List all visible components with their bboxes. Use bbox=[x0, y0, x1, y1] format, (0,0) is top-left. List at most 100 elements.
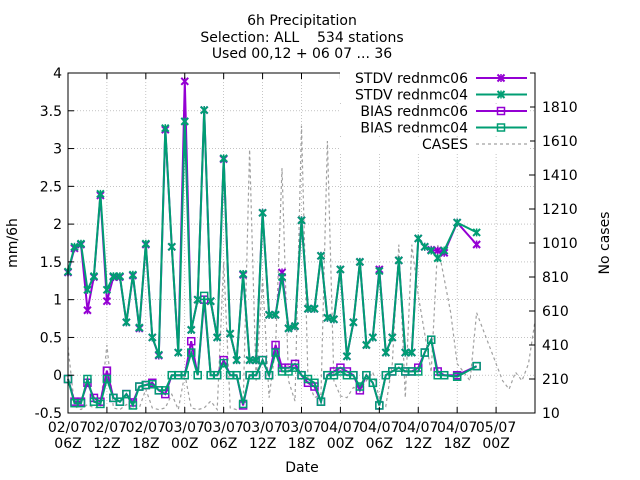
data-point-square bbox=[420, 348, 429, 357]
title-line-1: 6h Precipitation bbox=[247, 13, 357, 29]
data-point-square bbox=[186, 336, 196, 346]
x-axis-label: Date bbox=[285, 460, 318, 476]
x-tick-label: 03/07 bbox=[203, 420, 243, 436]
x-tick-label: 04/07 bbox=[359, 420, 399, 436]
data-point-square bbox=[368, 378, 378, 388]
y2-tick-label: 810 bbox=[542, 270, 569, 286]
x-tick-label: 03/07 bbox=[165, 420, 205, 436]
data-point-square bbox=[76, 398, 86, 408]
x-tick-label: 00Z bbox=[482, 436, 509, 452]
x-tick-label: 02/07 bbox=[87, 420, 127, 436]
legend-label: BIAS rednmc06 bbox=[360, 104, 468, 120]
data-point-square bbox=[426, 335, 436, 344]
data-point-square bbox=[199, 291, 209, 301]
x-tick-label: 02/07 bbox=[126, 420, 166, 436]
x-tick-label: 06Z bbox=[210, 436, 237, 452]
data-point-square bbox=[115, 397, 125, 406]
data-point-square bbox=[232, 370, 241, 380]
series-line bbox=[67, 295, 478, 408]
y-tick-label: 4 bbox=[53, 66, 62, 82]
y2-tick-label: 1210 bbox=[542, 202, 578, 218]
data-point-square bbox=[362, 370, 371, 380]
data-point-square bbox=[264, 370, 274, 380]
y2-tick-label: 1610 bbox=[542, 134, 578, 150]
legend-backdrop bbox=[340, 87, 530, 103]
title-line-2: Selection: ALL 534 stations bbox=[200, 30, 403, 46]
data-point-square bbox=[102, 366, 112, 375]
y-tick-label: 2 bbox=[53, 217, 62, 233]
data-point-square bbox=[186, 348, 196, 357]
y-tick-label: 0 bbox=[53, 368, 62, 384]
y2-tick-label: 10 bbox=[542, 406, 560, 422]
data-point-square bbox=[219, 358, 228, 368]
legend-backdrop bbox=[340, 120, 530, 136]
x-tick-label: 05/07 bbox=[476, 420, 516, 436]
x-tick-label: 04/07 bbox=[437, 420, 477, 436]
y-axis-label: mm/6h bbox=[5, 218, 21, 268]
x-tick-label: 18Z bbox=[288, 436, 315, 452]
x-tick-label: 02/07 bbox=[48, 420, 88, 436]
data-point-square bbox=[251, 370, 261, 380]
data-point-square bbox=[83, 374, 92, 384]
x-tick-label: 03/07 bbox=[242, 420, 282, 436]
y2-tick-label: 210 bbox=[542, 372, 569, 388]
title-line-3: Used 00,12 + 06 07 ... 36 bbox=[212, 46, 392, 62]
legend-backdrop bbox=[340, 104, 530, 119]
y-tick-label: 3 bbox=[53, 142, 62, 158]
series-stdv-rednmc04 bbox=[63, 105, 481, 365]
data-point-square bbox=[128, 401, 138, 410]
legend-label: STDV rednmc06 bbox=[355, 71, 468, 87]
x-tick-label: 04/07 bbox=[398, 420, 438, 436]
axes: -0.500.511.522.533.541021041061081010101… bbox=[35, 66, 578, 452]
data-point-square bbox=[355, 382, 365, 391]
y2-axis-label: No cases bbox=[597, 212, 613, 275]
data-point-square bbox=[212, 370, 222, 380]
y-tick-label: -0.5 bbox=[35, 406, 62, 422]
y2-tick-label: 1810 bbox=[542, 100, 578, 116]
y2-tick-label: 610 bbox=[542, 304, 569, 320]
data-point-square bbox=[148, 380, 157, 389]
legend-backdrop bbox=[340, 137, 530, 152]
legend-label: BIAS rednmc04 bbox=[360, 121, 468, 137]
x-tick-label: 04/07 bbox=[320, 420, 360, 436]
data-point-square bbox=[271, 348, 280, 357]
data-point-square bbox=[316, 397, 326, 406]
data-point-square bbox=[161, 386, 170, 395]
x-tick-label: 18Z bbox=[132, 436, 159, 452]
legend-label: CASES bbox=[422, 137, 468, 153]
x-tick-label: 12Z bbox=[405, 436, 432, 452]
data-point-square bbox=[349, 370, 358, 380]
data-point-square bbox=[238, 399, 248, 409]
y-tick-label: 0.5 bbox=[40, 330, 62, 346]
chart-title: 6h Precipitation Selection: ALL 534 stat… bbox=[200, 13, 403, 62]
data-point-square bbox=[96, 399, 105, 409]
data-point-square bbox=[439, 370, 449, 380]
y2-tick-label: 1010 bbox=[542, 236, 578, 252]
data-point-square bbox=[193, 370, 202, 380]
x-tick-label: 06Z bbox=[366, 436, 393, 452]
x-tick-label: 12Z bbox=[249, 436, 276, 452]
y-tick-label: 1 bbox=[53, 293, 62, 309]
x-tick-label: 00Z bbox=[171, 436, 198, 452]
data-point-square bbox=[290, 363, 300, 372]
x-tick-label: 12Z bbox=[93, 436, 120, 452]
data-point-square bbox=[310, 378, 319, 388]
x-tick-label: 03/07 bbox=[281, 420, 321, 436]
data-point-square bbox=[472, 361, 481, 371]
data-point-square bbox=[180, 370, 189, 380]
legend-label: STDV rednmc04 bbox=[355, 88, 468, 104]
data-point-square bbox=[414, 367, 423, 376]
y-tick-label: 3.5 bbox=[40, 104, 62, 120]
data-point-square bbox=[122, 389, 131, 399]
x-tick-label: 00Z bbox=[327, 436, 354, 452]
data-point-square bbox=[258, 355, 267, 365]
y-tick-label: 1.5 bbox=[40, 255, 62, 271]
data-point-square bbox=[452, 372, 462, 381]
y2-tick-label: 410 bbox=[542, 338, 569, 354]
data-point-square bbox=[496, 123, 506, 132]
data-point-square bbox=[102, 374, 112, 384]
data-point-square bbox=[496, 106, 506, 116]
y-tick-label: 2.5 bbox=[40, 179, 62, 195]
